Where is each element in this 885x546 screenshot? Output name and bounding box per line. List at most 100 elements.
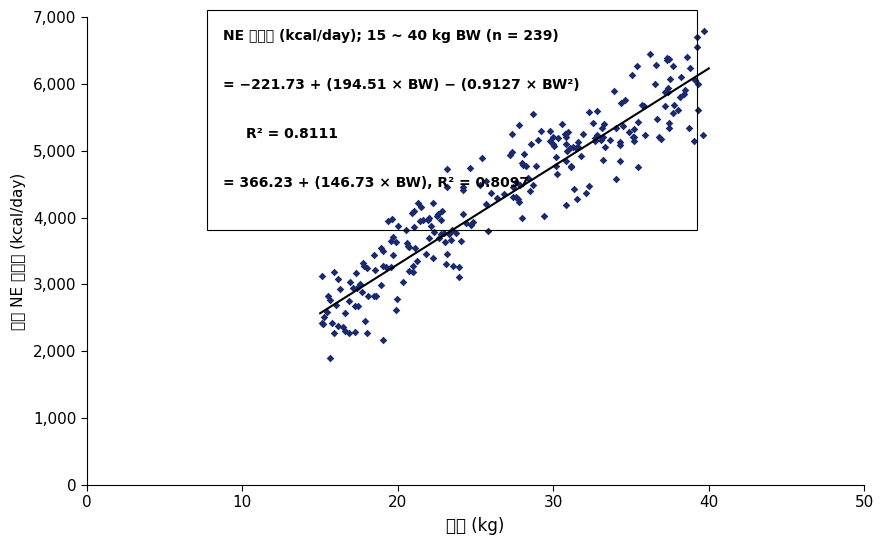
Point xyxy=(348,328,362,336)
Point xyxy=(555,120,569,128)
Point xyxy=(466,217,480,226)
Point xyxy=(396,278,410,287)
Point xyxy=(690,32,704,41)
Point xyxy=(560,146,574,155)
Point xyxy=(327,268,342,276)
Point xyxy=(626,132,640,141)
Point xyxy=(658,87,672,96)
Point xyxy=(496,189,511,198)
Point xyxy=(696,130,711,139)
Point xyxy=(571,138,585,146)
Point xyxy=(451,263,466,271)
Point xyxy=(550,152,564,161)
Point xyxy=(402,242,416,251)
Point xyxy=(616,122,630,130)
X-axis label: 체중 (kg): 체중 (kg) xyxy=(446,517,504,535)
Point xyxy=(390,222,404,230)
Point xyxy=(638,130,652,139)
Point xyxy=(446,262,460,271)
Point xyxy=(691,79,705,88)
Point xyxy=(506,193,520,201)
Point xyxy=(504,150,518,159)
Point xyxy=(680,53,694,62)
Point xyxy=(386,232,400,241)
Point xyxy=(569,144,583,153)
Point xyxy=(352,279,366,288)
Point xyxy=(452,272,466,281)
Point xyxy=(373,244,388,252)
Point xyxy=(376,335,390,344)
Point xyxy=(481,226,495,235)
Point xyxy=(376,247,390,256)
Point xyxy=(402,266,416,275)
Point xyxy=(524,140,538,149)
Point xyxy=(440,165,454,174)
Point xyxy=(564,162,578,170)
Point xyxy=(431,209,445,218)
Point xyxy=(384,263,398,271)
Point xyxy=(612,138,627,147)
Point xyxy=(329,301,343,310)
Point xyxy=(449,229,463,238)
Point xyxy=(596,120,611,129)
Point xyxy=(612,156,627,165)
Point xyxy=(613,141,627,150)
Point xyxy=(436,229,450,238)
Point xyxy=(677,89,691,98)
Point xyxy=(619,95,633,104)
Point xyxy=(550,170,564,179)
Point xyxy=(399,225,413,234)
Point xyxy=(380,263,394,271)
Point xyxy=(410,256,424,265)
Point xyxy=(596,132,611,141)
Point xyxy=(389,238,404,246)
Point xyxy=(442,229,456,238)
Point xyxy=(323,295,337,304)
Point xyxy=(342,296,356,305)
Point xyxy=(627,136,642,145)
Point xyxy=(658,102,672,111)
Point xyxy=(576,130,590,139)
Point xyxy=(512,198,526,206)
Point xyxy=(513,181,527,189)
Point xyxy=(663,75,677,84)
Point xyxy=(547,141,561,150)
Point xyxy=(454,236,468,245)
Point xyxy=(564,163,578,171)
Point xyxy=(589,133,603,142)
Point xyxy=(559,156,573,165)
Point xyxy=(550,133,565,142)
Point xyxy=(614,99,628,108)
Point xyxy=(650,115,664,123)
Point xyxy=(413,203,427,211)
Point xyxy=(654,135,668,144)
Point xyxy=(432,234,446,242)
Point xyxy=(672,106,686,115)
Point xyxy=(549,162,563,170)
Point xyxy=(517,150,531,158)
Point xyxy=(407,223,421,232)
Point xyxy=(381,217,395,225)
Point xyxy=(622,128,636,136)
Point xyxy=(509,178,523,187)
Point xyxy=(456,186,470,194)
Point xyxy=(384,236,398,245)
Point xyxy=(682,63,696,72)
Point xyxy=(386,251,400,260)
Point xyxy=(527,181,541,189)
Point xyxy=(561,127,575,136)
Point xyxy=(519,162,533,170)
Point xyxy=(348,301,362,310)
Point xyxy=(435,216,449,225)
Point xyxy=(366,250,381,259)
Point xyxy=(571,143,585,151)
Point xyxy=(427,199,441,208)
Point xyxy=(435,206,450,215)
Point xyxy=(579,189,593,198)
Point xyxy=(678,85,692,94)
Point xyxy=(666,61,681,70)
Point xyxy=(687,136,701,145)
Point xyxy=(558,132,573,141)
Point xyxy=(523,186,537,195)
Point xyxy=(581,108,596,116)
